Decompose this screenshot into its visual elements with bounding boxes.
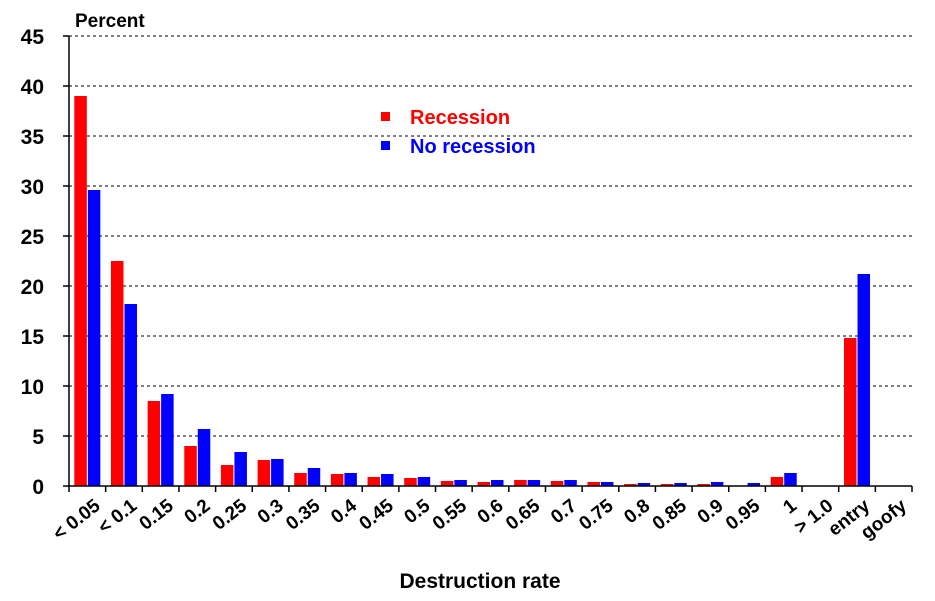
x-tick-label: 0.95 bbox=[722, 495, 764, 535]
bar-no-recession bbox=[527, 480, 541, 486]
bar-recession bbox=[367, 477, 381, 486]
grid-lines bbox=[63, 35, 912, 487]
x-tick-label: 0.3 bbox=[254, 495, 288, 528]
bar-no-recession bbox=[417, 477, 431, 486]
x-tick-label: 0.35 bbox=[282, 495, 324, 535]
bar-no-recession bbox=[710, 482, 724, 486]
y-tick-label: 20 bbox=[21, 276, 44, 299]
y-tick-label: 40 bbox=[21, 76, 44, 99]
legend: Recession No recession bbox=[381, 107, 536, 158]
legend-label-no-recession: No recession bbox=[410, 136, 536, 158]
bar-no-recession bbox=[381, 474, 394, 486]
bar-no-recession bbox=[161, 394, 174, 486]
x-tick-label: 0.45 bbox=[356, 495, 398, 535]
y-tick-label: 35 bbox=[21, 126, 45, 149]
bar-recession bbox=[660, 484, 674, 486]
bar-no-recession bbox=[87, 190, 101, 486]
bar-no-recession bbox=[344, 473, 357, 486]
bar-no-recession bbox=[124, 304, 137, 486]
x-tick-label: 0.65 bbox=[502, 495, 544, 535]
bar-recession bbox=[184, 446, 197, 486]
bar-recession bbox=[74, 96, 87, 486]
x-tick-labels: < 0.05< 0.10.15 0.20.25 0.30.35 0.40.45 0.50… bbox=[49, 486, 913, 545]
bar-no-recession bbox=[197, 429, 211, 486]
x-tick-label: 0.8 bbox=[620, 495, 654, 528]
y-axis-title: Percent bbox=[75, 11, 145, 32]
bar-no-recession bbox=[307, 468, 321, 486]
x-tick-label: < 0.1 bbox=[94, 495, 141, 538]
x-tick-label: 0.5 bbox=[401, 495, 435, 528]
bar-recession bbox=[770, 477, 784, 486]
y-tick-label: 30 bbox=[21, 176, 44, 199]
bar-no-recession bbox=[857, 274, 871, 486]
x-tick-label: 0.55 bbox=[429, 495, 471, 535]
bar-no-recession bbox=[454, 480, 467, 486]
bar-recession bbox=[844, 338, 857, 486]
legend-swatch-no-recession bbox=[381, 141, 390, 150]
y-tick-label: 25 bbox=[21, 226, 45, 249]
bar-recession bbox=[697, 484, 710, 486]
bar-recession bbox=[110, 261, 124, 486]
bars bbox=[74, 96, 871, 486]
bar-no-recession bbox=[637, 483, 651, 486]
bar-no-recession bbox=[271, 459, 284, 486]
bar-no-recession bbox=[747, 483, 761, 486]
x-tick-label: 0.4 bbox=[327, 495, 361, 528]
y-tick-label: 45 bbox=[21, 26, 45, 49]
x-tick-label: 0.7 bbox=[547, 495, 581, 528]
bar-recession bbox=[550, 481, 564, 486]
x-tick-label: 0.85 bbox=[649, 495, 691, 535]
bar-no-recession bbox=[491, 480, 504, 486]
bar-recession bbox=[257, 460, 271, 486]
bar-recession bbox=[330, 474, 344, 486]
legend-swatch-recession bbox=[381, 112, 390, 121]
bar-recession bbox=[147, 401, 161, 486]
bar-recession bbox=[220, 465, 234, 486]
x-tick-label: 0.6 bbox=[474, 495, 508, 528]
bar-recession bbox=[294, 473, 307, 486]
bar-no-recession bbox=[600, 482, 614, 486]
bar-recession bbox=[624, 484, 637, 486]
y-tick-label: 5 bbox=[32, 426, 44, 449]
x-tick-label: 0.25 bbox=[209, 495, 251, 535]
bar-recession bbox=[477, 482, 490, 486]
bar-no-recession bbox=[784, 473, 797, 486]
axes bbox=[68, 36, 912, 487]
x-tick-label: 0.9 bbox=[694, 495, 728, 528]
legend-label-recession: Recession bbox=[410, 107, 510, 129]
bar-no-recession bbox=[674, 483, 687, 486]
bar-no-recession bbox=[234, 452, 247, 486]
y-tick-label: 15 bbox=[21, 326, 45, 349]
x-tick-label: 0.75 bbox=[575, 495, 617, 535]
bar-recession bbox=[514, 480, 527, 486]
bar-no-recession bbox=[564, 480, 577, 486]
y-tick-label: 0 bbox=[32, 476, 44, 499]
bar-recession bbox=[587, 482, 600, 486]
x-axis-title: Destruction rate bbox=[399, 570, 560, 593]
x-tick-label: 0.15 bbox=[136, 495, 178, 535]
bar-recession bbox=[440, 481, 454, 486]
y-tick-labels: 0 5 10 15 20 25 30 35 40 45 bbox=[21, 26, 45, 499]
x-tick-label: 0.2 bbox=[181, 495, 215, 528]
y-tick-label: 10 bbox=[21, 376, 44, 399]
bar-recession bbox=[404, 478, 417, 486]
